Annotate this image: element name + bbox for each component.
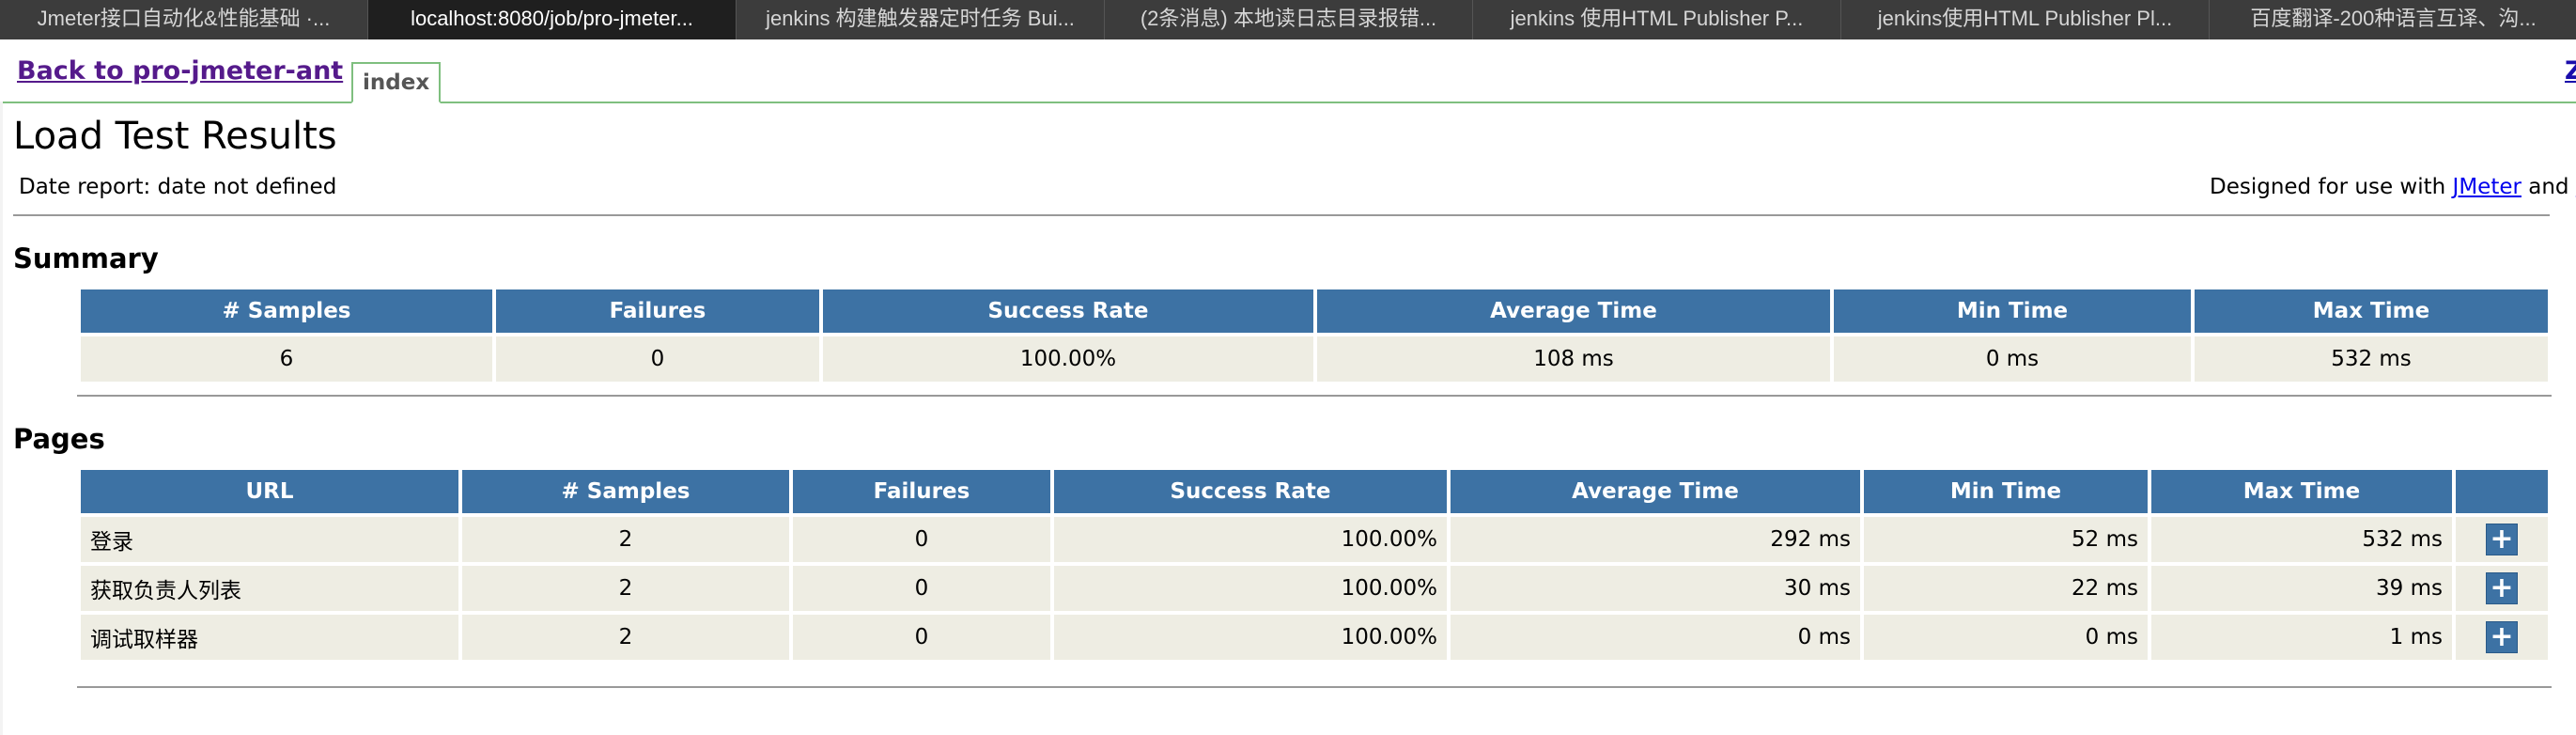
- col-max-time: Max Time: [2195, 289, 2548, 333]
- back-to-job-link[interactable]: Back to pro-jmeter-ant: [17, 56, 344, 86]
- jmeter-link[interactable]: JMeter: [2452, 175, 2522, 199]
- table-row: 调试取样器 2 0 100.00% 0 ms 0 ms 1 ms +: [81, 615, 2548, 660]
- summary-min-time: 0 ms: [1834, 336, 2191, 382]
- pages-header-row: URL # Samples Failures Success Rate Aver…: [81, 470, 2548, 513]
- expand-cell: +: [2456, 566, 2548, 611]
- summary-table: # Samples Failures Success Rate Average …: [77, 286, 2552, 385]
- expand-plus-icon[interactable]: +: [2486, 524, 2518, 555]
- col-success-rate: Success Rate: [1054, 470, 1447, 513]
- page-samples: 2: [462, 566, 789, 611]
- page-max-time: 39 ms: [2151, 566, 2452, 611]
- col-max-time: Max Time: [2151, 470, 2452, 513]
- summary-samples: 6: [81, 336, 492, 382]
- page-failures: 0: [793, 517, 1050, 562]
- summary-failures: 0: [496, 336, 819, 382]
- publisher-header: Back to pro-jmeter-ant index Z: [0, 39, 2576, 103]
- page-max-time: 532 ms: [2151, 517, 2452, 562]
- designed-for-note: Designed for use with JMeter and A: [2210, 175, 2576, 199]
- summary-header-row: # Samples Failures Success Rate Average …: [81, 289, 2548, 333]
- designed-prefix: Designed for use with: [2210, 175, 2446, 199]
- col-failures: Failures: [496, 289, 819, 333]
- left-rail: [0, 102, 3, 735]
- page-failures: 0: [793, 615, 1050, 660]
- table-row: 获取负责人列表 2 0 100.00% 30 ms 22 ms 39 ms +: [81, 566, 2548, 611]
- table-row: 登录 2 0 100.00% 292 ms 52 ms 532 ms +: [81, 517, 2548, 562]
- col-url: URL: [81, 470, 458, 513]
- page-samples: 2: [462, 517, 789, 562]
- browser-tab[interactable]: jenkins使用HTML Publisher Pl...: [1841, 0, 2210, 39]
- col-average-time: Average Time: [1451, 470, 1860, 513]
- pages-heading: Pages: [13, 423, 105, 455]
- page-failures: 0: [793, 566, 1050, 611]
- col-failures: Failures: [793, 470, 1050, 513]
- page-success-rate: 100.00%: [1054, 615, 1447, 660]
- divider: [77, 686, 2552, 688]
- expand-plus-icon[interactable]: +: [2486, 621, 2518, 653]
- page-min-time: 52 ms: [1864, 517, 2148, 562]
- designed-and: and: [2528, 175, 2569, 199]
- page-url: 获取负责人列表: [81, 566, 458, 611]
- browser-tab[interactable]: jenkins 构建触发器定时任务 Bui...: [737, 0, 1105, 39]
- browser-tab-active[interactable]: localhost:8080/job/pro-jmeter...: [368, 0, 737, 39]
- col-samples: # Samples: [81, 289, 492, 333]
- col-min-time: Min Time: [1834, 289, 2191, 333]
- date-label: Date report:: [19, 175, 151, 199]
- summary-max-time: 532 ms: [2195, 336, 2548, 382]
- col-samples: # Samples: [462, 470, 789, 513]
- summary-success-rate: 100.00%: [823, 336, 1313, 382]
- page-success-rate: 100.00%: [1054, 517, 1447, 562]
- page-average-time: 292 ms: [1451, 517, 1860, 562]
- report-tab-index[interactable]: index: [351, 62, 442, 103]
- col-expand: [2456, 470, 2548, 513]
- browser-tab[interactable]: Jmeter接口自动化&性能基础 ·...: [0, 0, 368, 39]
- summary-heading: Summary: [13, 242, 159, 274]
- page-average-time: 0 ms: [1451, 615, 1860, 660]
- pages-table: URL # Samples Failures Success Rate Aver…: [77, 466, 2552, 664]
- summary-row: 6 0 100.00% 108 ms 0 ms 532 ms: [81, 336, 2548, 382]
- page-success-rate: 100.00%: [1054, 566, 1447, 611]
- page-title: Load Test Results: [13, 115, 337, 158]
- col-average-time: Average Time: [1317, 289, 1830, 333]
- page-max-time: 1 ms: [2151, 615, 2452, 660]
- page-min-time: 0 ms: [1864, 615, 2148, 660]
- date-value: date not defined: [157, 175, 337, 199]
- col-min-time: Min Time: [1864, 470, 2148, 513]
- page-samples: 2: [462, 615, 789, 660]
- page-url: 登录: [81, 517, 458, 562]
- page-average-time: 30 ms: [1451, 566, 1860, 611]
- browser-tab[interactable]: 百度翻译-200种语言互译、沟...: [2210, 0, 2576, 39]
- report-date: Date report: date not defined: [19, 175, 336, 199]
- page-url: 调试取样器: [81, 615, 458, 660]
- browser-tab[interactable]: jenkins 使用HTML Publisher P...: [1473, 0, 1841, 39]
- summary-average-time: 108 ms: [1317, 336, 1830, 382]
- divider: [13, 214, 2550, 216]
- expand-cell: +: [2456, 517, 2548, 562]
- expand-plus-icon[interactable]: +: [2486, 572, 2518, 604]
- page-min-time: 22 ms: [1864, 566, 2148, 611]
- divider: [77, 395, 2552, 397]
- col-success-rate: Success Rate: [823, 289, 1313, 333]
- zip-link[interactable]: Z: [2565, 56, 2576, 86]
- expand-cell: +: [2456, 615, 2548, 660]
- browser-tab[interactable]: (2条消息) 本地读日志目录报错...: [1105, 0, 1473, 39]
- browser-tab-strip: Jmeter接口自动化&性能基础 ·... localhost:8080/job…: [0, 0, 2576, 39]
